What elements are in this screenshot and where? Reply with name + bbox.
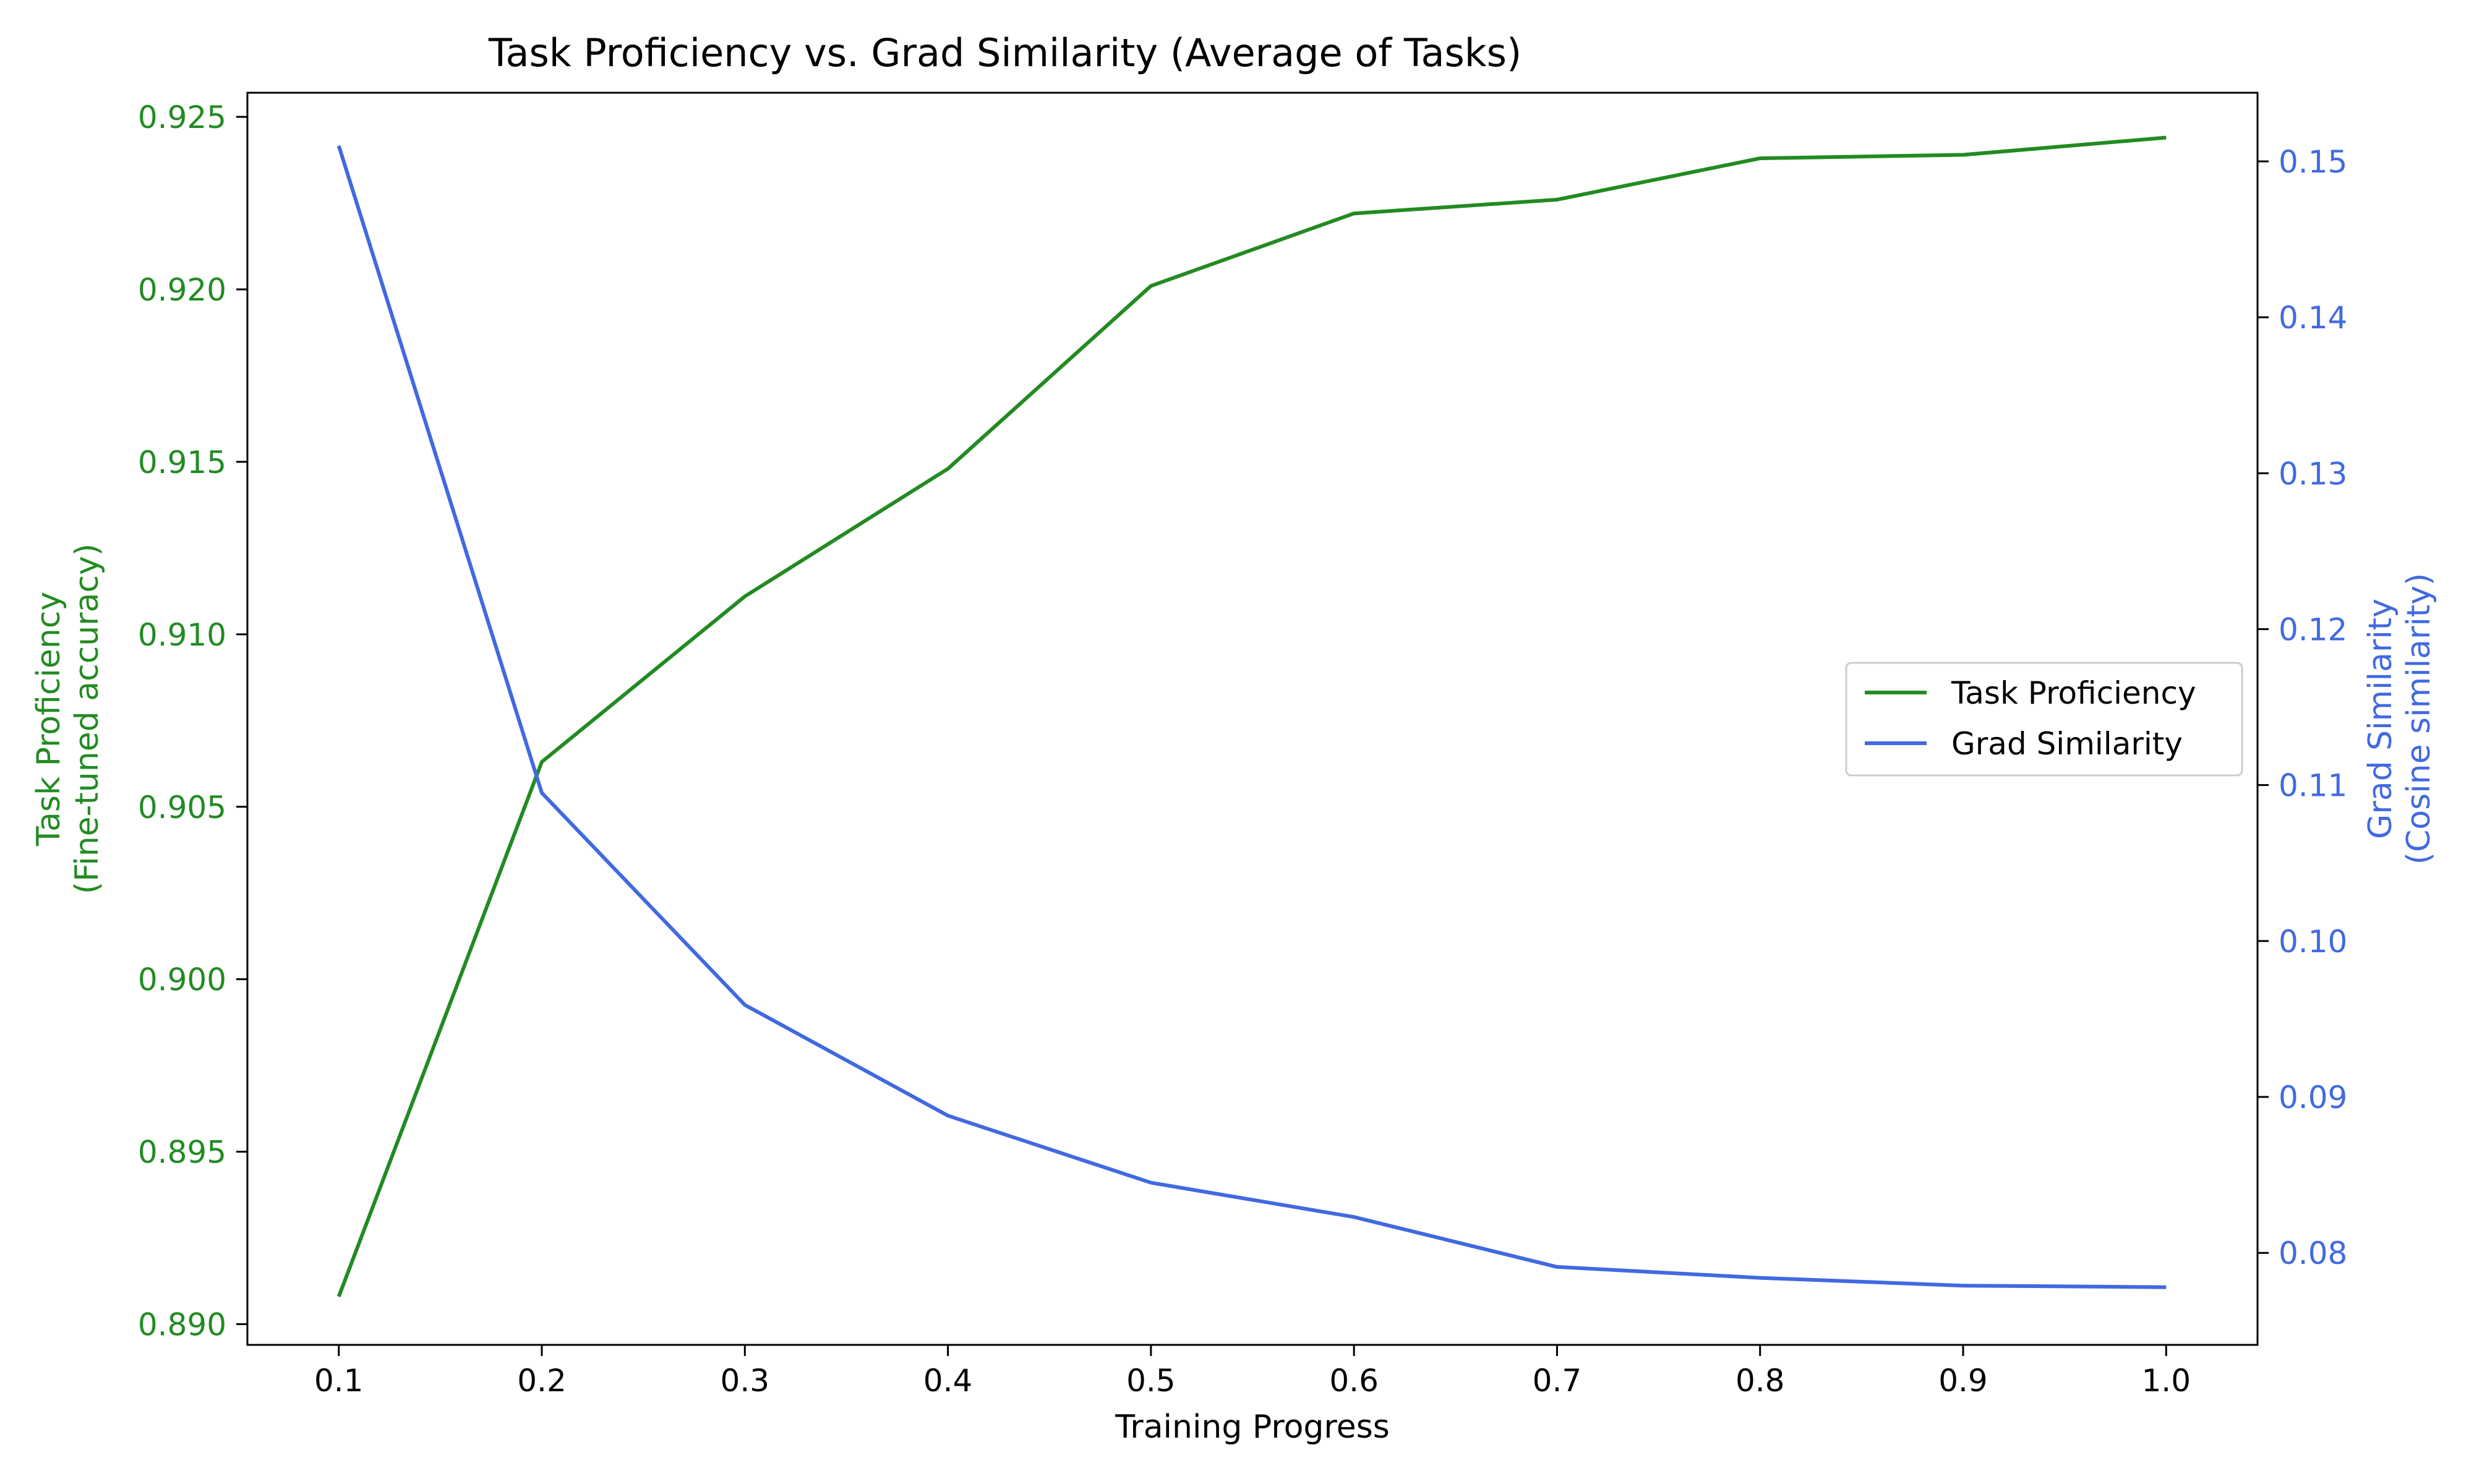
x-tick-label: 0.9 [1938,1363,1988,1399]
axes: 0.1 0.2 0.3 0.4 0.5 0.6 0.7 0.8 0.9 1.0 0.890 0.895… [30,92,2438,1446]
y-right-tick-label: 0.14 [2279,300,2347,336]
chart-title: Task Proficiency vs. Grad Similarity (Av… [488,30,1522,75]
y-right-tick-label: 0.13 [2279,456,2347,492]
y-left-tick-label: 0.905 [138,790,226,825]
x-tick-label: 0.8 [1736,1363,1785,1399]
y-left-tick-label: 0.925 [138,100,226,135]
plot-area [336,135,2167,1297]
y-right-tick-label: 0.10 [2279,924,2347,960]
y-right-tick-label: 0.15 [2279,144,2347,180]
y-right-tick-label: 0.12 [2279,612,2347,647]
legend-label-task-proficiency: Task Proficiency [1951,675,2196,711]
y-left-tick-label: 0.900 [138,962,226,998]
legend: Task Proficiency Grad Similarity [1845,662,2243,777]
y-right-tick-label: 0.08 [2279,1235,2347,1271]
y-right-axis-label: Grad Similarity(Cosine similarity) [2362,573,2438,865]
y-left-axis-label-line: Task Proficiency [30,592,67,846]
y-right-axis-label-line: (Cosine similarity) [2400,573,2438,865]
y-right-tick-label: 0.11 [2279,768,2347,804]
x-tick-label: 0.7 [1533,1363,1582,1399]
x-tick-label: 0.1 [314,1363,364,1399]
plot-frame [246,92,2259,1346]
x-axis-label: Training Progress [1115,1409,1390,1446]
y-right-tick-label: 0.09 [2279,1080,2347,1115]
x-tick-label: 0.3 [721,1363,770,1399]
series-line-grad-similarity [336,145,2167,1289]
x-tick-label: 0.4 [923,1363,973,1399]
y-left-tick-label: 0.920 [138,272,226,308]
y-left-tick-label: 0.895 [138,1135,226,1171]
series-line-task-proficiency [336,135,2167,1297]
y-left-tick-label: 0.910 [138,617,226,653]
y-left-tick-label: 0.890 [138,1307,226,1343]
x-tick-label: 1.0 [2142,1363,2191,1399]
y-left-tick-label: 0.915 [138,445,226,480]
x-tick-label: 0.5 [1126,1363,1176,1399]
legend-box [1845,662,2243,777]
x-tick-label: 0.6 [1329,1363,1379,1399]
y-left-axis-label-line: (Fine-tuned accuracy) [69,544,106,894]
y-left-axis-label: Task Proficiency(Fine-tuned accuracy) [30,544,106,894]
x-tick-label: 0.2 [517,1363,567,1399]
y-right-axis-label-line: Grad Similarity [2362,599,2399,839]
legend-label-grad-similarity: Grad Similarity [1951,726,2183,762]
